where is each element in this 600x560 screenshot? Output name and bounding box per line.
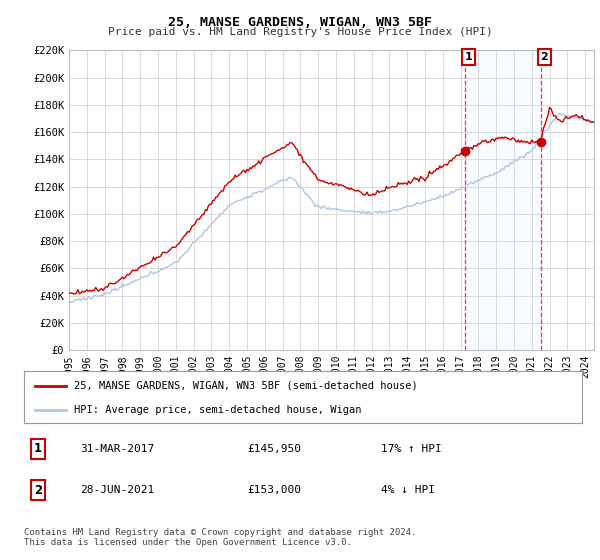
Text: 17% ↑ HPI: 17% ↑ HPI (381, 444, 442, 454)
Bar (465, 50, 541, 350)
Text: 1: 1 (464, 52, 472, 62)
Text: £145,950: £145,950 (247, 444, 301, 454)
Text: 25, MANSE GARDENS, WIGAN, WN3 5BF (semi-detached house): 25, MANSE GARDENS, WIGAN, WN3 5BF (semi-… (74, 381, 418, 391)
Text: Price paid vs. HM Land Registry's House Price Index (HPI): Price paid vs. HM Land Registry's House … (107, 27, 493, 37)
Text: £153,000: £153,000 (247, 486, 301, 495)
Text: 2: 2 (34, 484, 42, 497)
Text: 28-JUN-2021: 28-JUN-2021 (80, 486, 154, 495)
Text: Contains HM Land Registry data © Crown copyright and database right 2024.
This d: Contains HM Land Registry data © Crown c… (24, 528, 416, 547)
Text: 25, MANSE GARDENS, WIGAN, WN3 5BF: 25, MANSE GARDENS, WIGAN, WN3 5BF (168, 16, 432, 29)
Text: 2: 2 (540, 52, 548, 62)
Text: 31-MAR-2017: 31-MAR-2017 (80, 444, 154, 454)
Text: 1: 1 (34, 442, 42, 455)
Text: 4% ↓ HPI: 4% ↓ HPI (381, 486, 435, 495)
Text: HPI: Average price, semi-detached house, Wigan: HPI: Average price, semi-detached house,… (74, 405, 362, 415)
